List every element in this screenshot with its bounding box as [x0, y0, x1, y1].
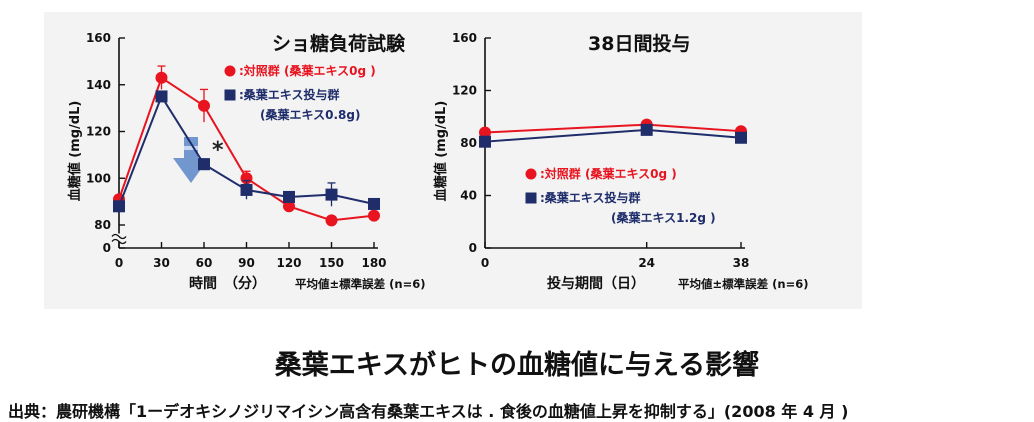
y-tick-label: 40 — [460, 189, 477, 203]
x-tick-label: 90 — [238, 256, 255, 270]
legend-label: :桑葉エキス投与群 — [540, 190, 640, 205]
chart-title: ショ糖負荷試験 — [272, 32, 406, 55]
data-point — [198, 99, 210, 112]
series-line — [484, 128, 742, 143]
data-point — [155, 90, 168, 103]
y-axis-label: 血糖値 (mg/dL) — [67, 101, 83, 202]
legend-label: :対照群 (桑葉エキス0g ) — [239, 63, 376, 78]
figure-caption: 桑葉エキスがヒトの血糖値に与える影響 — [274, 350, 760, 381]
data-point — [735, 131, 747, 144]
x-axis-label: 時間 （分） — [189, 275, 266, 292]
legend-sublabel: (桑葉エキス1.2g ) — [611, 210, 716, 225]
legend-marker — [224, 65, 236, 77]
stats-note: 平均値±標準誤差 (n=6) — [678, 277, 808, 291]
decrease-arrow-icon — [173, 137, 209, 183]
data-point — [368, 197, 380, 210]
y-tick-label: 160 — [452, 31, 477, 45]
data-point — [240, 183, 253, 196]
legend-marker — [525, 168, 537, 180]
y-tick-label: 100 — [86, 171, 111, 185]
legend-sublabel: (桑葉エキス0.8g) — [260, 107, 360, 122]
x-tick-label: 0 — [115, 256, 123, 270]
chart-2: 38日間投与 0 40 80 120 160 0 24 38 血糖値 (mg/dL) 投与期間（日）… — [433, 31, 808, 292]
y-tick-label: 160 — [86, 31, 111, 45]
legend-marker — [224, 89, 236, 101]
data-point — [198, 158, 210, 171]
chart-panel: ショ糖負荷試験 0 80 100 120 140 160 0 30 60 90 120 150 180 血糖… — [44, 12, 862, 309]
y-tick-label: 120 — [86, 125, 111, 139]
data-point — [479, 135, 491, 148]
data-point — [325, 214, 338, 227]
y-tick-label: 120 — [452, 84, 477, 98]
series-line — [484, 123, 742, 134]
axis-break-gap — [113, 233, 125, 242]
legend: :対照群 (桑葉エキス0g ) :桑葉エキス投与群 (桑葉エキス1.2g ) — [525, 166, 716, 225]
x-tick-label: 0 — [481, 256, 489, 270]
x-tick-label: 120 — [276, 256, 301, 270]
data-point — [155, 71, 168, 84]
axis-break-icon — [111, 233, 127, 245]
data-point — [283, 200, 295, 213]
x-axis-label: 投与期間（日） — [547, 276, 645, 292]
y-tick-label: 140 — [86, 78, 111, 92]
chart-title: 38日間投与 — [588, 32, 690, 55]
data-point — [479, 126, 491, 139]
y-tick-label: 80 — [460, 136, 477, 150]
x-tick-label: 30 — [153, 256, 170, 270]
x-tick-label: 24 — [638, 256, 655, 270]
data-point — [640, 123, 653, 136]
figure-source: 出典：農研機構「1ーデオキシノジリマイシン高含有桑葉エキスは . 食後の血糖値上… — [8, 402, 849, 421]
data-point — [368, 209, 380, 222]
legend-label: :桑葉エキス投与群 — [239, 87, 339, 102]
legend: :対照群 (桑葉エキス0g ) :桑葉エキス投与群 (桑葉エキス0.8g) — [224, 63, 376, 122]
data-point — [325, 188, 338, 201]
series-treatment — [479, 123, 747, 148]
y-axis-label: 血糖値 (mg/dL) — [433, 101, 449, 202]
series-treatment — [113, 90, 380, 213]
legend-label: :対照群 (桑葉エキス0g ) — [540, 166, 677, 181]
charts-svg: ショ糖負荷試験 0 80 100 120 140 160 0 30 60 90 120 150 180 血糖… — [67, 31, 808, 292]
data-point — [283, 190, 295, 203]
data-point — [113, 200, 125, 213]
chart-1: ショ糖負荷試験 0 80 100 120 140 160 0 30 60 90 120 150 180 血糖… — [67, 31, 425, 292]
significance-mark: * — [212, 138, 224, 163]
x-tick-label: 150 — [319, 256, 344, 270]
y-tick-label: 0 — [469, 241, 477, 255]
y-tick-label: 0 — [103, 241, 111, 255]
y-tick-label: 80 — [94, 218, 111, 232]
data-point — [240, 172, 253, 185]
stats-note: 平均値±標準誤差 (n=6) — [295, 277, 425, 291]
x-tick-label: 180 — [361, 256, 386, 270]
x-tick-label: 38 — [733, 256, 750, 270]
x-tick-label: 60 — [196, 256, 213, 270]
legend-marker — [525, 192, 537, 204]
